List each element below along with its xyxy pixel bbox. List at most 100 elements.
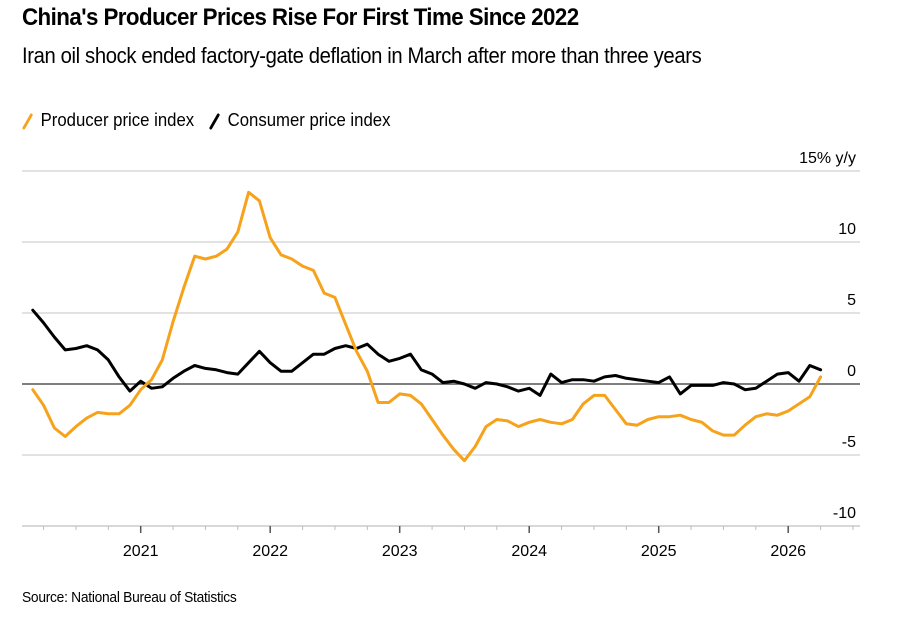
y-tick-label: 5 (847, 292, 856, 309)
data-point-cpi (582, 378, 585, 381)
data-point-cpi (150, 387, 153, 390)
x-tick-label: 2025 (641, 543, 677, 560)
data-point-ppi (625, 422, 628, 425)
data-point-ppi (636, 424, 639, 427)
data-point-ppi (808, 395, 811, 398)
data-point-cpi (431, 373, 434, 376)
data-point-cpi (744, 388, 747, 391)
data-point-cpi (668, 375, 671, 378)
cpi-line-swatch-icon (209, 112, 220, 130)
chart-title: China's Producer Prices Rise For First T… (22, 4, 579, 31)
data-point-cpi (161, 385, 164, 388)
data-point-cpi (495, 383, 498, 386)
x-tick-label: 2024 (511, 543, 547, 560)
data-point-ppi (42, 404, 45, 407)
data-point-cpi (247, 361, 250, 364)
data-point-ppi (172, 320, 175, 323)
data-point-ppi (679, 414, 682, 417)
data-point-cpi (485, 381, 488, 384)
data-point-cpi (74, 347, 77, 350)
series-line-ppi (31, 190, 823, 463)
data-point-ppi (722, 434, 725, 437)
data-point-cpi (258, 350, 261, 353)
data-point-cpi (571, 378, 574, 381)
data-point-ppi (420, 402, 423, 405)
data-point-cpi (118, 375, 121, 378)
data-point-cpi (690, 384, 693, 387)
data-point-cpi (215, 368, 218, 371)
data-point-cpi (107, 358, 110, 361)
data-point-cpi (754, 387, 757, 390)
data-point-ppi (797, 402, 800, 405)
data-point-ppi (668, 415, 671, 418)
data-point-cpi (226, 371, 229, 374)
data-point-ppi (366, 370, 369, 373)
legend: Producer price index Consumer price inde… (22, 110, 405, 131)
series-line-cpi (31, 308, 823, 397)
data-point-cpi (560, 381, 563, 384)
data-point-ppi (538, 418, 541, 421)
data-point-ppi (819, 375, 822, 378)
y-tick-label: 0 (847, 363, 856, 380)
ppi-line-swatch-icon (22, 112, 33, 130)
data-point-ppi (193, 255, 196, 258)
data-point-cpi (96, 348, 99, 351)
data-point-ppi (323, 292, 326, 295)
data-point-ppi (614, 408, 617, 411)
data-point-ppi (107, 412, 110, 415)
data-point-ppi (215, 255, 218, 258)
data-point-ppi (301, 265, 304, 268)
data-point-ppi (765, 412, 768, 415)
data-point-ppi (571, 418, 574, 421)
data-point-ppi (733, 434, 736, 437)
data-point-cpi (711, 384, 714, 387)
data-point-cpi (323, 353, 326, 356)
data-point-cpi (765, 380, 768, 383)
data-point-cpi (182, 370, 185, 373)
data-point-cpi (204, 367, 207, 370)
data-point-cpi (787, 371, 790, 374)
data-point-cpi (236, 373, 239, 376)
y-tick-label: -10 (833, 505, 856, 522)
data-point-ppi (182, 286, 185, 289)
data-point-ppi (657, 415, 660, 418)
x-tick-label: 2021 (123, 543, 159, 560)
data-point-cpi (42, 321, 45, 324)
data-point-cpi (819, 368, 822, 371)
data-point-ppi (161, 358, 164, 361)
data-point-ppi (495, 418, 498, 421)
data-point-ppi (128, 404, 131, 407)
data-point-ppi (377, 401, 380, 404)
data-point-cpi (603, 375, 606, 378)
data-point-ppi (452, 448, 455, 451)
data-point-cpi (549, 373, 552, 376)
data-point-ppi (85, 417, 88, 420)
data-point-cpi (506, 385, 509, 388)
data-point-ppi (344, 323, 347, 326)
data-point-cpi (528, 387, 531, 390)
data-point-ppi (150, 378, 153, 381)
data-point-cpi (538, 394, 541, 397)
series-lines (22, 190, 860, 463)
data-point-cpi (797, 380, 800, 383)
data-point-cpi (646, 380, 649, 383)
data-point-ppi (528, 421, 531, 424)
data-point-ppi (700, 421, 703, 424)
data-point-ppi (247, 191, 250, 194)
data-point-cpi (366, 343, 369, 346)
data-point-cpi (301, 361, 304, 364)
data-point-ppi (485, 425, 488, 428)
x-axis: 2021 2022 2023 2024 2025 2026 (22, 525, 860, 560)
legend-item-cpi: Consumer price index (209, 110, 390, 131)
data-point-ppi (290, 258, 293, 261)
source-note: Source: National Bureau of Statistics (22, 589, 237, 606)
data-point-ppi (463, 459, 466, 462)
data-point-ppi (74, 425, 77, 428)
y-tick-label: 15% y/y (799, 150, 856, 167)
data-point-ppi (582, 402, 585, 405)
data-point-cpi (53, 336, 56, 339)
data-point-cpi (64, 348, 67, 351)
data-point-ppi (204, 258, 207, 261)
data-point-cpi (377, 353, 380, 356)
